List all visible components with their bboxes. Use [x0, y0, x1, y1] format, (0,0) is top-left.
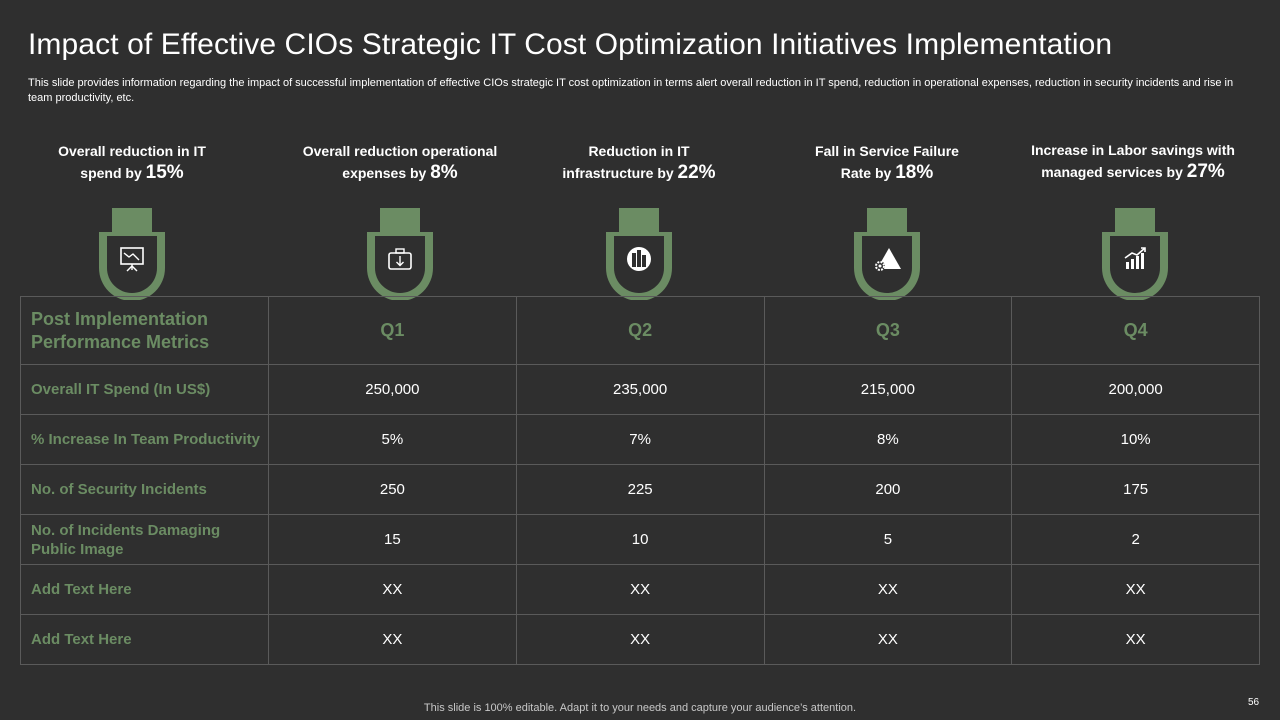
table-row: Overall IT Spend (In US$) 250,000 235,00… [20, 364, 1260, 415]
kpi-labor-savings: Increase in Labor savings with managed s… [1018, 140, 1248, 183]
table-cell: 250 [268, 464, 517, 515]
kpi-line2: infrastructure by [562, 165, 678, 181]
kpi-infrastructure: Reduction in IT infrastructure by 22% [524, 140, 754, 184]
table-cell: XX [763, 614, 1013, 665]
briefcase-down-arrow-icon [388, 248, 412, 270]
column-header-q1: Q1 [268, 296, 517, 365]
table-header-label: Post Implementation Performance Metrics [20, 296, 269, 365]
gear-triangle-icon [875, 248, 901, 271]
table-cell: XX [268, 614, 517, 665]
kpi-line1b: savings with managed [1041, 142, 1235, 180]
kpi-badge [852, 208, 922, 300]
metrics-table: Post Implementation Performance Metrics … [20, 296, 1260, 665]
footer-note: This slide is 100% editable. Adapt it to… [423, 702, 857, 714]
table-cell: 10 [515, 514, 765, 565]
kpi-percent: 8% [430, 162, 458, 183]
table-cell: 250,000 [268, 364, 517, 415]
table-cell: XX [515, 614, 765, 665]
table-row: Add Text Here XX XX XX XX [20, 614, 1260, 665]
row-label: Add Text Here [20, 564, 269, 615]
kpi-line2: spend by [80, 165, 146, 181]
row-label: Add Text Here [20, 614, 269, 665]
table-cell: XX [268, 564, 517, 615]
table-cell: XX [1011, 564, 1260, 615]
row-label: Overall IT Spend (In US$) [20, 364, 269, 415]
table-cell: 8% [763, 414, 1013, 465]
table-cell: 200 [763, 464, 1013, 515]
kpi-line2: expenses by [342, 165, 431, 181]
kpi-line1: Overall reduction operational [302, 143, 498, 159]
row-label: No. of Security Incidents [20, 464, 269, 515]
table-cell: 235,000 [515, 364, 765, 415]
row-label: No. of Incidents Damaging Public Image [20, 514, 269, 565]
table-cell: XX [763, 564, 1013, 615]
table-cell: 7% [515, 414, 765, 465]
table-cell: 2 [1011, 514, 1260, 565]
kpi-line1: Reduction in IT [588, 143, 690, 159]
kpi-line1: Fall in Service Failure [815, 143, 959, 159]
table-cell: 225 [515, 464, 765, 515]
table-cell: 200,000 [1011, 364, 1260, 415]
city-buildings-icon [627, 247, 651, 271]
presentation-chart-icon [120, 247, 144, 272]
kpi-line1: Increase in Labor [1031, 142, 1147, 158]
growth-chart-gears-icon [1124, 247, 1146, 269]
slide-subtitle: This slide provides information regardin… [28, 77, 1234, 104]
kpi-line2: services by [1106, 164, 1187, 180]
kpi-percent: 22% [677, 162, 716, 183]
table-cell: XX [1011, 614, 1260, 665]
table-header-row: Post Implementation Performance Metrics … [20, 296, 1260, 365]
kpi-service-failure: Fall in Service Failure Rate by 18% [772, 140, 1002, 184]
kpi-percent: 27% [1186, 161, 1225, 182]
slide-title: Impact of Effective CIOs Strategic IT Co… [28, 28, 1113, 61]
column-header-q2: Q2 [515, 296, 765, 365]
table-cell: 215,000 [763, 364, 1013, 415]
table-cell: 175 [1011, 464, 1260, 515]
row-label: % Increase In Team Productivity [20, 414, 269, 465]
kpi-badge [604, 208, 674, 300]
column-header-q4: Q4 [1011, 296, 1260, 365]
kpi-operational-expenses: Overall reduction operational expenses b… [285, 140, 515, 184]
table-row: No. of Incidents Damaging Public Image 1… [20, 514, 1260, 565]
kpi-line1: Overall reduction in IT [58, 143, 206, 159]
kpi-line2: Rate by [840, 165, 896, 181]
table-cell: 5% [268, 414, 517, 465]
kpi-badge [97, 208, 167, 300]
table-row: No. of Security Incidents 250 225 200 17… [20, 464, 1260, 515]
page-number: 56 [1248, 697, 1260, 708]
kpi-badge [365, 208, 435, 300]
table-cell: 15 [268, 514, 517, 565]
table-row: % Increase In Team Productivity 5% 7% 8%… [20, 414, 1260, 465]
table-cell: 10% [1011, 414, 1260, 465]
table-row: Add Text Here XX XX XX XX [20, 564, 1260, 615]
table-cell: 5 [763, 514, 1013, 565]
table-cell: XX [515, 564, 765, 615]
column-header-q3: Q3 [763, 296, 1013, 365]
kpi-badge [1100, 208, 1170, 300]
kpi-it-spend: Overall reduction in IT spend by 15% [17, 140, 247, 184]
kpi-percent: 15% [145, 162, 184, 183]
kpi-percent: 18% [895, 162, 934, 183]
